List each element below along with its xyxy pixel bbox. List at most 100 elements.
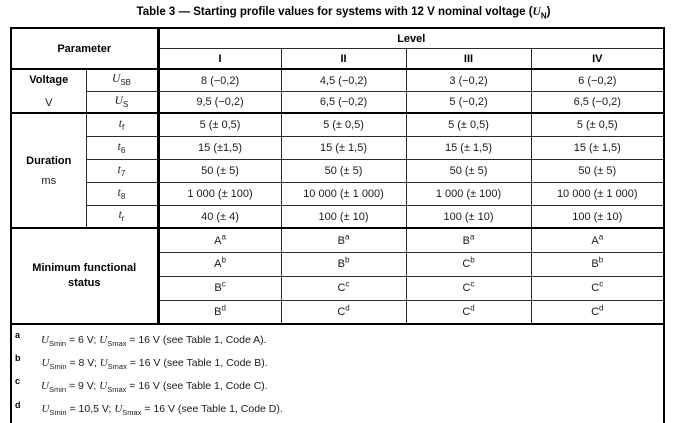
usmax-symbol: U	[114, 403, 123, 416]
value-cell-tf-3: 5 (± 0,5)	[405, 112, 532, 137]
level-col-header-2: II	[280, 47, 407, 71]
voltage-symbol-subscript: N	[540, 11, 547, 21]
mfs-note: b	[470, 255, 475, 265]
footnote-min-text: = 9 V;	[66, 379, 100, 392]
footnote-marker: d	[15, 399, 21, 410]
usmax-subscript: Smax	[107, 361, 127, 371]
value-cell-tf-1: 5 (± 0,5)	[156, 112, 282, 137]
mfs-status: A	[214, 258, 222, 271]
usmin-subscript: Smin	[48, 385, 67, 395]
value-cell-t6-1: 15 (±1,5)	[156, 135, 282, 160]
tf-symbol: t	[118, 117, 122, 130]
mfs-label: Minimum functional status	[32, 262, 137, 290]
mfs-status: B	[214, 306, 222, 319]
parameter-header-cell: Parameter	[10, 27, 159, 71]
mfs-cell-d3: Cd	[405, 299, 532, 326]
footnote-min-text: = 8 V;	[66, 356, 100, 369]
mfs-cell-d2: Cd	[280, 299, 407, 326]
usb-subscript: SB	[120, 78, 131, 88]
usmin-symbol: U	[41, 356, 50, 369]
duration-group-label: Duration	[26, 154, 72, 167]
mfs-cell-a4: Aa	[530, 227, 665, 253]
param-symbol-tr: tr	[85, 204, 159, 230]
usmax-subscript: Smax	[122, 408, 142, 418]
value-cell-t8-2: 10 000 (± 1 000)	[280, 181, 407, 206]
mfs-status: C	[462, 306, 471, 319]
mfs-note: d	[599, 303, 604, 313]
mfs-cell-a3: Ba	[405, 227, 532, 253]
footnote-min-text: = 6 V;	[66, 333, 100, 346]
usmax-symbol: U	[99, 379, 108, 392]
table-title-text: Table 3 — Starting profile values for sy…	[136, 6, 533, 18]
mfs-status: C	[462, 258, 471, 271]
t7-subscript: 7	[120, 168, 126, 178]
mfs-status: B	[591, 258, 599, 271]
footnote-max-text: = 16 V (see Table 1, Code D).	[141, 403, 283, 416]
param-symbol-tf: tf	[85, 112, 159, 137]
footnote-marker: c	[15, 376, 21, 387]
table-title: Table 3 — Starting profile values for sy…	[0, 0, 687, 20]
footnote-max-text: = 16 V (see Table 1, Code B).	[126, 356, 268, 369]
mfs-note: b	[221, 255, 226, 265]
t7-symbol: t	[117, 163, 121, 176]
mfs-note: c	[470, 279, 475, 289]
duration-group-cell: Duration ms	[10, 112, 87, 230]
value-cell-us-1: 9,5 (−0,2)	[156, 90, 282, 115]
footnote-c: c USmin = 9 V; USmax = 16 V (see Table 1,…	[15, 376, 663, 394]
value-cell-tr-4: 100 (± 10)	[530, 204, 665, 230]
usmin-subscript: Smin	[49, 408, 67, 418]
mfs-status: B	[337, 234, 345, 247]
footnote-a: a USmin = 6 V; USmax = 16 V (see Table 1,…	[15, 330, 663, 348]
mfs-cell-b3: Cb	[405, 251, 532, 277]
usmax-symbol: U	[99, 356, 108, 369]
usmax-symbol: U	[99, 333, 108, 346]
mfs-status: A	[591, 234, 599, 247]
mfs-cell-a1: Aa	[156, 227, 282, 253]
value-cell-us-4: 6,5 (−0,2)	[530, 90, 665, 115]
value-cell-t7-1: 50 (± 5)	[156, 158, 282, 183]
mfs-note: c	[599, 279, 604, 289]
mfs-cell-d4: Cd	[530, 299, 665, 326]
mfs-note: d	[345, 303, 350, 313]
duration-group-unit: ms	[41, 174, 57, 187]
mfs-status: B	[337, 258, 345, 271]
mfs-cell-c1: Bc	[156, 275, 282, 301]
voltage-group-unit: V	[45, 96, 53, 109]
mfs-cell-a2: Ba	[280, 227, 407, 253]
tr-symbol: t	[118, 209, 122, 222]
mfs-cell-b4: Bb	[530, 251, 665, 277]
us-symbol: U	[114, 94, 123, 107]
t8-symbol: t	[117, 186, 121, 199]
value-cell-t7-4: 50 (± 5)	[530, 158, 665, 183]
param-symbol-t7: t7	[85, 158, 159, 183]
mfs-status: B	[462, 234, 470, 247]
mfs-note: b	[344, 255, 350, 265]
footnote-min-text: = 10,5 V;	[66, 403, 115, 416]
value-cell-usb-2: 4,5 (−0,2)	[280, 68, 407, 92]
usmax-subscript: Smax	[107, 385, 127, 395]
mfs-cell-b2: Bb	[280, 251, 407, 277]
mfs-status: A	[214, 234, 222, 247]
value-cell-t8-1: 1 000 (± 100)	[156, 181, 282, 206]
footnote-max-text: = 16 V (see Table 1, Code C).	[126, 379, 268, 392]
footnote-max-text: = 16 V (see Table 1, Code A).	[126, 333, 267, 346]
footnotes-cell: a USmin = 6 V; USmax = 16 V (see Table 1,…	[11, 324, 664, 423]
mfs-cell-c3: Cc	[405, 275, 532, 301]
param-symbol-t6: t6	[85, 135, 159, 160]
value-cell-tr-1: 40 (± 4)	[156, 204, 282, 230]
usmin-symbol: U	[41, 333, 49, 346]
t6-subscript: 6	[120, 145, 126, 155]
param-symbol-usb: USB	[85, 68, 159, 92]
value-cell-tr-3: 100 (± 10)	[405, 204, 532, 230]
level-header-cell: Level	[156, 27, 665, 49]
mfs-note: a	[469, 231, 475, 241]
mfs-note: c	[345, 279, 350, 289]
tr-subscript: r	[121, 214, 125, 224]
usmin-symbol: U	[41, 379, 49, 392]
footnote-marker: b	[15, 353, 21, 364]
usmin-subscript: Smin	[49, 361, 67, 371]
mfs-cell-c4: Cc	[530, 275, 665, 301]
mfs-status: C	[337, 306, 346, 319]
value-cell-t8-3: 1 000 (± 100)	[405, 181, 532, 206]
value-cell-t7-3: 50 (± 5)	[405, 158, 532, 183]
